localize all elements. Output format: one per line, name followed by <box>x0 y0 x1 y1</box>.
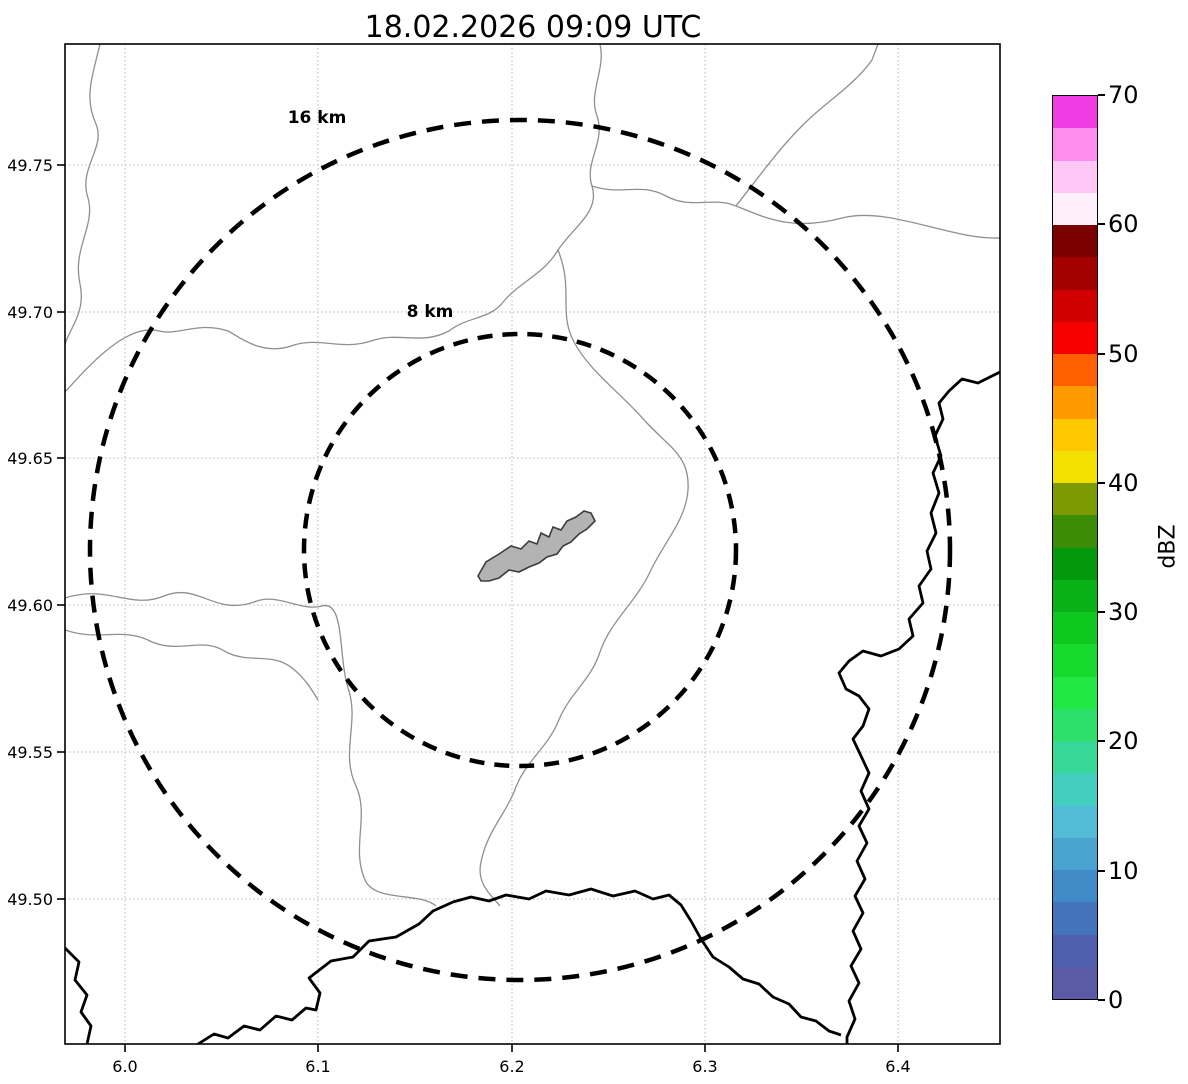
river-line <box>479 249 689 907</box>
colorbar-tick-label: 0 <box>1108 986 1124 1014</box>
ring-label-16km: 16 km <box>288 108 347 128</box>
colorbar-segment <box>1053 612 1097 645</box>
y-tick-label: 49.60 <box>7 596 53 615</box>
colorbar-segment <box>1053 870 1097 903</box>
colorbar-segment <box>1053 321 1097 354</box>
colorbar-segment <box>1053 225 1097 258</box>
colorbar-segment <box>1053 418 1097 451</box>
colorbar-unit-label: dBZ <box>1155 524 1181 569</box>
colorbar-segment <box>1053 289 1097 322</box>
ring-label-8km: 8 km <box>407 302 454 322</box>
river-line <box>65 629 319 701</box>
y-tick-label: 49.65 <box>7 449 53 468</box>
axis-frame <box>64 43 1001 1045</box>
river-line <box>65 44 602 393</box>
colorbar-segment <box>1053 934 1097 967</box>
colorbar-segment <box>1053 773 1097 806</box>
range-ring-16km <box>87 117 953 983</box>
river-lines <box>65 44 1000 907</box>
x-tick-label: 6.4 <box>885 1057 910 1076</box>
colorbar-segment <box>1053 644 1097 677</box>
colorbar-tick-mark <box>1098 740 1105 742</box>
river-line <box>65 44 101 345</box>
colorbar-tick-label: 40 <box>1108 469 1139 497</box>
country-borders <box>65 370 1000 1044</box>
colorbar-segment <box>1053 160 1097 193</box>
y-tick-label: 49.75 <box>7 156 53 175</box>
colorbar-tick-mark <box>1098 870 1105 872</box>
x-tick-label: 6.0 <box>112 1057 137 1076</box>
river-line <box>65 591 437 907</box>
colorbar-tick-mark <box>1098 223 1105 225</box>
plot-title: 18.02.2026 09:09 UTC <box>365 10 702 45</box>
colorbar-segment <box>1053 676 1097 709</box>
grid-lines <box>65 44 1000 1044</box>
colorbar-tick-mark <box>1098 353 1105 355</box>
colorbar-tick-label: 30 <box>1108 598 1139 626</box>
colorbar-segment <box>1053 128 1097 161</box>
colorbar-segment <box>1053 515 1097 548</box>
x-tick-label: 6.3 <box>692 1057 717 1076</box>
colorbar-segment <box>1053 386 1097 419</box>
colorbar-segment <box>1053 741 1097 774</box>
colorbar-tick-mark <box>1098 94 1105 96</box>
river-line <box>735 44 879 207</box>
city-area-polygon <box>477 510 596 582</box>
y-tick-label: 49.70 <box>7 303 53 322</box>
colorbar-segment <box>1053 547 1097 580</box>
border-line-south <box>197 887 842 1044</box>
colorbar <box>1052 95 1098 1000</box>
colorbar-segment <box>1053 257 1097 290</box>
colorbar-tick-label: 20 <box>1108 727 1139 755</box>
colorbar-segment <box>1053 96 1097 129</box>
y-tick-label: 49.50 <box>7 890 53 909</box>
colorbar-segment <box>1053 354 1097 387</box>
colorbar-tick-label: 70 <box>1108 81 1139 109</box>
border-line-east <box>837 370 1000 1044</box>
colorbar-segment <box>1053 579 1097 612</box>
colorbar-tick-label: 10 <box>1108 857 1139 885</box>
colorbar-segment <box>1053 192 1097 225</box>
colorbar-segment <box>1053 902 1097 935</box>
colorbar-tick-label: 60 <box>1108 210 1139 238</box>
river-line <box>591 185 1000 239</box>
colorbar-segment <box>1053 483 1097 516</box>
y-tick-label: 49.55 <box>7 743 53 762</box>
x-tick-label: 6.2 <box>499 1057 524 1076</box>
colorbar-segment <box>1053 805 1097 838</box>
colorbar-tick-mark <box>1098 611 1105 613</box>
colorbar-segment <box>1053 708 1097 741</box>
colorbar-tick-label: 50 <box>1108 340 1139 368</box>
colorbar-segment <box>1053 966 1097 999</box>
colorbar-tick-mark <box>1098 482 1105 484</box>
colorbar-segment <box>1053 837 1097 870</box>
border-line-southwest <box>65 947 93 1044</box>
x-tick-label: 6.1 <box>305 1057 330 1076</box>
colorbar-segment <box>1053 450 1097 483</box>
axis-tick-marks <box>57 164 899 1052</box>
colorbar-swatches <box>1053 96 1097 999</box>
range-ring-8km <box>301 331 739 769</box>
colorbar-tick-mark <box>1098 999 1105 1001</box>
